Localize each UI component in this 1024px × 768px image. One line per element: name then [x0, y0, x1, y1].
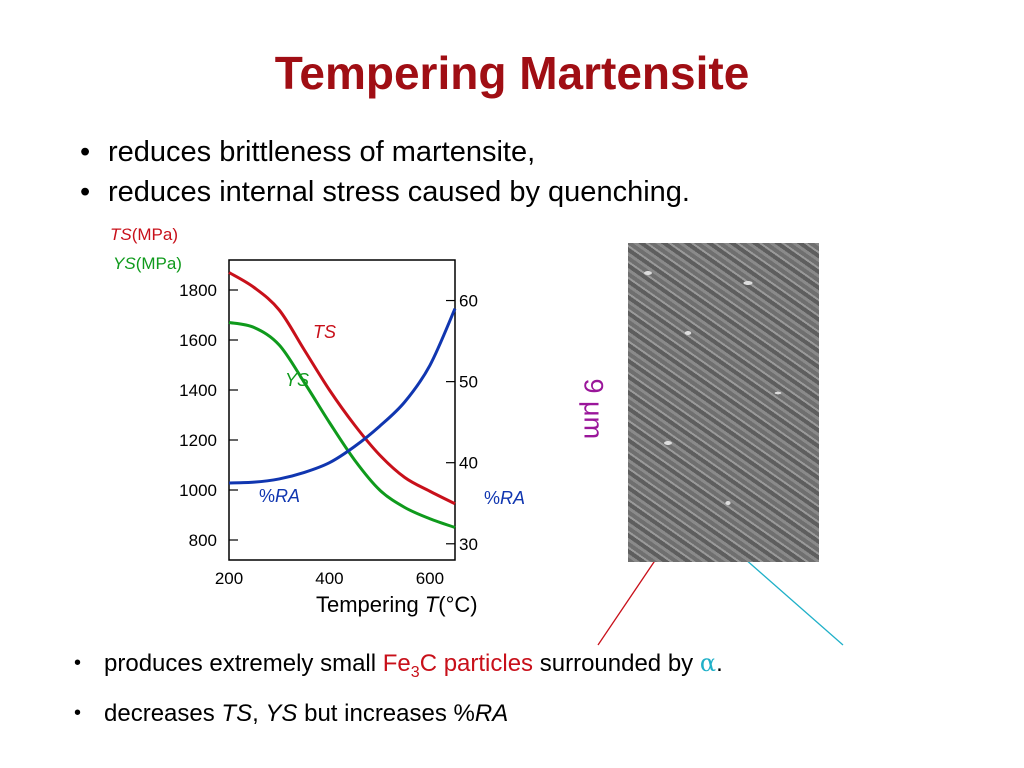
- bottom-bullet-1-end: .: [716, 650, 723, 677]
- bullet-dot: •: [74, 652, 82, 674]
- top-bullet-list: • reduces brittleness of martensite, • red…: [80, 132, 690, 212]
- particles-text: C particles: [419, 650, 534, 677]
- x-axis-label-var: T: [425, 592, 440, 617]
- ts-axis-label: TS(MPa): [110, 225, 178, 244]
- ys-series-line: [228, 321, 456, 529]
- left-tick-label: 1800: [179, 281, 217, 300]
- bottom-bullet-list: • produces extremely small Fe3C particles…: [74, 643, 723, 734]
- top-bullet-2-text: reduces internal stress caused by quench…: [108, 176, 690, 208]
- right-tick-label: 30: [459, 535, 478, 554]
- ys-axis-label: YS(MPa): [113, 254, 182, 273]
- ra-axis-label: %RA: [484, 488, 525, 508]
- ra-axis-label-var: RA: [500, 488, 525, 508]
- ra-italic: RA: [474, 699, 509, 727]
- x-axis-label: Tempering T(°C): [316, 592, 478, 617]
- ys-italic: YS: [265, 699, 298, 727]
- ys-axis-label-var: YS: [113, 254, 136, 273]
- x-axis-label-pre: Tempering: [316, 592, 425, 617]
- bottom-bullet-1-pre: produces extremely small: [104, 650, 383, 677]
- ra-axis-label-pct: %: [484, 488, 500, 508]
- bottom-bullet-2-mid: but increases %: [297, 699, 475, 727]
- right-tick-label: 50: [459, 373, 478, 392]
- left-tick-label: 1400: [179, 381, 217, 400]
- top-bullet-1-text: reduces brittleness of martensite,: [108, 136, 536, 168]
- bullet-dot: •: [74, 701, 82, 724]
- ts-series-line: [228, 271, 456, 506]
- micrograph-scale-label: 9 μm: [578, 378, 609, 440]
- left-tick-label: 800: [189, 531, 217, 550]
- ra-series-line: [228, 308, 457, 485]
- ra-annotation: %RA: [259, 486, 300, 506]
- ys-axis-label-unit: (MPa): [136, 254, 182, 273]
- micrograph-image: [628, 243, 819, 562]
- fe-subscript: 3: [410, 663, 420, 681]
- ts-axis-label-unit: (MPa): [132, 225, 178, 244]
- bottom-bullet-1: • produces extremely small Fe3C particles…: [74, 643, 723, 693]
- ra-annotation-var: RA: [275, 486, 300, 506]
- bottom-bullet-2: • decreases TS, YS but increases %RA: [74, 693, 723, 734]
- left-tick-label: 1600: [179, 331, 217, 350]
- bottom-bullet-1-mid: surrounded by: [533, 650, 700, 677]
- top-bullet-1: • reduces brittleness of martensite,: [80, 132, 690, 172]
- alpha-symbol: α: [699, 649, 717, 677]
- plot-frame: [228, 259, 456, 561]
- fe-text: Fe: [382, 650, 411, 677]
- bullet-dot: •: [80, 136, 91, 168]
- bullet-dot: •: [80, 176, 91, 208]
- right-tick-label: 60: [459, 292, 478, 311]
- bottom-bullet-2-comma: ,: [252, 699, 266, 727]
- left-tick-label: 1200: [179, 431, 217, 450]
- x-tick-label: 600: [416, 569, 444, 588]
- top-bullet-2: • reduces internal stress caused by quenc…: [80, 172, 690, 212]
- left-tick-label: 1000: [179, 481, 217, 500]
- ys-annotation: YS: [285, 370, 309, 390]
- ra-annotation-pct: %: [259, 486, 275, 506]
- x-tick-label: 200: [215, 569, 243, 588]
- bottom-bullet-2-pre: decreases: [104, 699, 222, 727]
- ts-axis-label-var: TS: [110, 225, 132, 244]
- right-tick-label: 40: [459, 454, 478, 473]
- x-axis-label-unit: (°C): [438, 592, 477, 617]
- ts-annotation: TS: [313, 322, 336, 342]
- slide-title: Tempering Martensite: [274, 47, 750, 99]
- x-tick-label: 400: [315, 569, 343, 588]
- ts-italic: TS: [221, 699, 253, 727]
